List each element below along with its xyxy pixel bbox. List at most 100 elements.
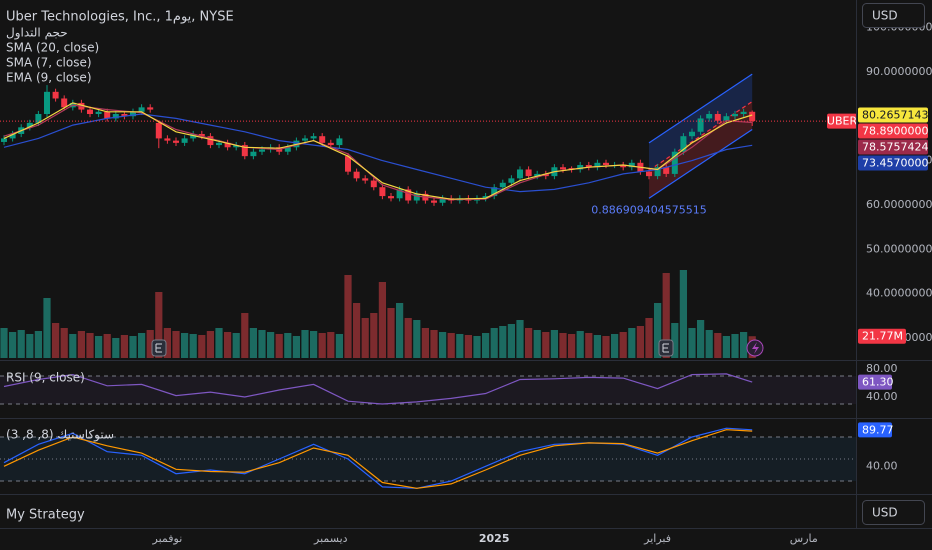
- candle-body: [9, 133, 16, 139]
- volume-bar: [525, 328, 533, 358]
- candle-body: [379, 187, 386, 197]
- volume-bar: [636, 326, 644, 358]
- volume-bar: [585, 333, 593, 358]
- candle-body: [560, 167, 566, 170]
- indicator-line: [3, 113, 753, 193]
- candle-body: [207, 136, 214, 146]
- x-tick-label: مارس: [790, 532, 818, 545]
- candle-body: [319, 136, 326, 143]
- volume-bar: [120, 335, 128, 358]
- volume-bar: [456, 334, 464, 358]
- volume-bar: [490, 328, 498, 358]
- candle-body: [112, 114, 119, 119]
- volume-bar: [611, 334, 619, 358]
- chart-title: Uber Technologies, Inc., 1يوم, NYSE: [6, 10, 234, 25]
- volume-bar: [112, 338, 120, 358]
- volume-tag-bg: [858, 328, 906, 344]
- y-tick-label: 40.00: [866, 390, 898, 403]
- volume-bar: [267, 332, 275, 358]
- candle-body: [525, 169, 532, 177]
- volume-bar: [275, 334, 283, 358]
- volume-bar: [722, 336, 730, 358]
- earnings-glyph: [662, 343, 669, 353]
- volume-bar: [146, 330, 154, 358]
- volume-bar: [559, 333, 567, 358]
- volume-bar: [671, 323, 679, 358]
- volume-bar: [688, 328, 696, 358]
- candle-body: [181, 138, 188, 143]
- button-frame[interactable]: [862, 3, 925, 28]
- candle-body: [620, 165, 627, 168]
- candle-body: [26, 122, 33, 128]
- price-tag-bg: [858, 107, 928, 123]
- volume-bar: [301, 330, 309, 358]
- volume-bar: [327, 332, 335, 358]
- candle-body: [499, 182, 506, 188]
- candle-body: [568, 168, 575, 170]
- price-tag-bg: [858, 155, 928, 171]
- button-label[interactable]: USD: [872, 506, 898, 520]
- volume-bar: [439, 332, 447, 358]
- y-tick-label: 40.00: [866, 459, 898, 472]
- volume-bar: [232, 333, 240, 358]
- volume-bar: [473, 336, 481, 358]
- legend-volume: حجم التداول: [6, 26, 68, 41]
- dividend-icon[interactable]: [746, 339, 764, 357]
- y-tick-label: 80.00: [866, 362, 898, 375]
- volume-bar: [34, 331, 42, 358]
- volume-bar: [705, 330, 713, 358]
- button-label[interactable]: USD: [872, 9, 898, 23]
- legend-ema9: EMA (9, close): [6, 71, 92, 85]
- candle-body: [35, 114, 42, 123]
- candle-body: [224, 142, 231, 148]
- candle-body: [671, 151, 678, 174]
- strategy-name[interactable]: My Strategy: [6, 508, 85, 523]
- volume-bar: [198, 335, 206, 358]
- earnings-icon[interactable]: [151, 339, 167, 357]
- candle-body: [413, 193, 420, 201]
- volume-bar: [292, 336, 300, 358]
- candle-body: [241, 145, 248, 157]
- price-tag-bg: [858, 139, 928, 155]
- candle-body: [164, 138, 171, 141]
- volume-bar: [731, 334, 739, 358]
- volume-bar: [318, 333, 326, 358]
- volume-bar: [86, 333, 94, 358]
- earnings-glyph: [155, 343, 162, 353]
- candle-body: [327, 142, 334, 146]
- legend-sma7: SMA (7, close): [6, 56, 92, 70]
- volume-bar: [258, 330, 266, 358]
- candle-body: [663, 167, 670, 174]
- candle-body: [491, 187, 498, 197]
- rsi-title: RSI (9, close): [6, 371, 85, 385]
- candle-body: [87, 109, 93, 115]
- currency-button[interactable]: USD: [862, 3, 925, 28]
- candle-body: [749, 111, 756, 122]
- indicator-line: [3, 429, 753, 489]
- currency-button[interactable]: USD: [862, 500, 925, 525]
- volume-bar: [155, 292, 163, 358]
- candle-body: [680, 136, 687, 152]
- button-frame[interactable]: [862, 500, 925, 525]
- volume-bar: [430, 330, 438, 358]
- volume-bar: [679, 270, 687, 358]
- volume-bar: [26, 334, 34, 358]
- volume-bar: [421, 328, 429, 358]
- price-tag: 78.8900000: [862, 125, 928, 138]
- volume-bar: [172, 331, 180, 358]
- candle-body: [723, 116, 730, 121]
- candle-body: [130, 111, 136, 117]
- y-tick-label: 90.0000000: [866, 65, 932, 78]
- icon-glyph: [752, 342, 759, 354]
- candle-body: [508, 178, 515, 183]
- x-tick-label: ديسمبر: [313, 532, 348, 545]
- earnings-icon[interactable]: [658, 339, 674, 357]
- candle-body: [155, 122, 162, 139]
- candle-body: [405, 189, 412, 201]
- volume-bar: [103, 334, 111, 358]
- volume-bar: [740, 332, 748, 358]
- volume-bar: [516, 320, 524, 358]
- candle-body: [173, 140, 179, 143]
- candle-body: [190, 133, 197, 139]
- candle-body: [1, 138, 7, 142]
